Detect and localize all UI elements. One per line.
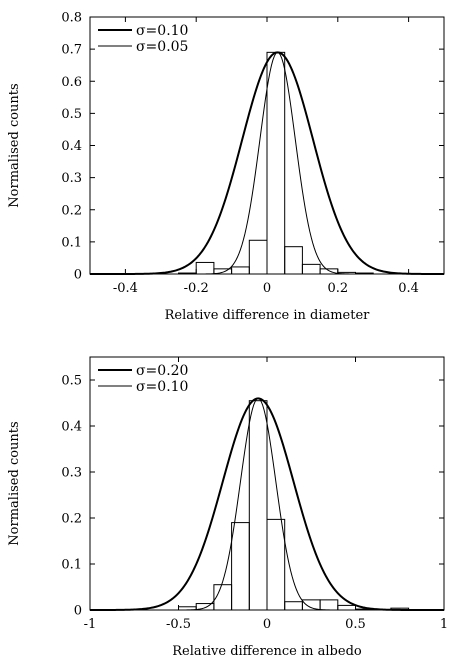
histogram-bar bbox=[301, 599, 321, 611]
histogram-bar bbox=[231, 266, 250, 275]
y-tick-label: 0.1 bbox=[61, 558, 82, 573]
histogram-bar bbox=[284, 601, 303, 611]
x-tick-label: -0.2 bbox=[184, 281, 209, 296]
legend-entry-1: σ=0.05 bbox=[136, 39, 188, 55]
legend-entry-0: σ=0.20 bbox=[136, 363, 188, 379]
x-tick-label: 0.5 bbox=[345, 617, 366, 632]
x-tick-label: 0.4 bbox=[398, 281, 419, 296]
x-tick-label: 1 bbox=[440, 617, 448, 632]
y-axis-label: Normalised counts bbox=[7, 83, 22, 207]
y-tick-label: 0.2 bbox=[61, 203, 82, 218]
y-tick-label: 0.8 bbox=[61, 11, 82, 26]
histogram-bar bbox=[266, 51, 286, 275]
y-tick-label: 0.5 bbox=[61, 107, 82, 122]
histogram-bar bbox=[284, 246, 303, 275]
histogram-bar bbox=[319, 599, 339, 611]
y-tick-label: 0.4 bbox=[61, 139, 82, 154]
x-axis-label: Relative difference in albedo bbox=[172, 644, 362, 659]
histogram-bar bbox=[301, 263, 321, 275]
legend-entry-1: σ=0.10 bbox=[136, 379, 188, 395]
y-tick-label: 0.7 bbox=[61, 43, 82, 58]
x-tick-label: -0.5 bbox=[166, 617, 191, 632]
x-tick-label: 0 bbox=[263, 281, 271, 296]
y-tick-label: 0.1 bbox=[61, 235, 82, 250]
y-tick-label: 0 bbox=[74, 268, 82, 283]
y-tick-label: 0 bbox=[74, 604, 82, 619]
x-tick-label: 0 bbox=[263, 617, 271, 632]
legend-entry-0: σ=0.10 bbox=[136, 23, 188, 39]
histogram-bar bbox=[266, 518, 286, 611]
histogram-bar bbox=[195, 261, 215, 275]
y-tick-label: 0.3 bbox=[61, 171, 82, 186]
x-tick-label: 0.2 bbox=[327, 281, 348, 296]
y-tick-label: 0.5 bbox=[61, 374, 82, 389]
y-tick-label: 0.2 bbox=[61, 512, 82, 527]
x-tick-label: -1 bbox=[84, 617, 97, 632]
histogram-bar bbox=[231, 522, 250, 611]
histogram-bar bbox=[248, 239, 268, 275]
x-tick-label: -0.4 bbox=[113, 281, 138, 296]
chart-panel-1: -1 -0.5 0 0.5 1 0 0.1 0.2 0.3 0.4 0.5 Relative diff… bbox=[7, 356, 448, 659]
y-tick-label: 0.4 bbox=[61, 420, 82, 435]
y-axis-label: Normalised counts bbox=[7, 421, 22, 545]
x-axis-label: Relative difference in diameter bbox=[165, 308, 371, 323]
chart-panel-0: -0.4 -0.2 0 0.2 0.4 0 0.1 0.2 0.3 0.4 0.5 0.6 0.7 0.8… bbox=[7, 11, 445, 323]
histogram-bar bbox=[337, 604, 356, 611]
histogram-bar bbox=[248, 400, 268, 611]
y-tick-label: 0.3 bbox=[61, 466, 82, 481]
y-tick-label: 0.6 bbox=[61, 75, 82, 90]
